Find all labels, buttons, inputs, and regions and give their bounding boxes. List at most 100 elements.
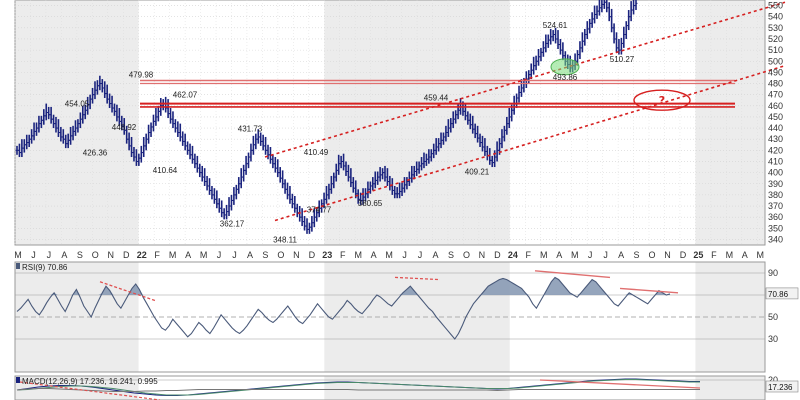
price-annotation: 410.49 — [304, 148, 329, 157]
price-annotation: 362.17 — [220, 220, 245, 229]
x-tick-label: F — [154, 250, 160, 260]
x-tick-label: A — [371, 250, 377, 260]
x-tick-label: M — [571, 250, 579, 260]
macd-legend-swatch — [16, 377, 20, 383]
chart-background — [14, 0, 766, 400]
x-tick-label: J — [588, 250, 593, 260]
rsi-line — [16, 276, 671, 340]
y-tick-label: 400 — [768, 168, 783, 178]
rsi-label: RSI(9) 70.86 — [22, 263, 68, 272]
y-tick-label: 500 — [768, 56, 783, 66]
y-tick-label: 370 — [768, 201, 783, 211]
x-tick-label: S — [77, 250, 83, 260]
x-tick-label: M — [354, 250, 362, 260]
price-annotation: 524.61 — [543, 21, 568, 30]
macd-tick-label: 20 — [768, 375, 778, 385]
y-tick-label: 470 — [768, 90, 783, 100]
price-annotation: 409.21 — [465, 167, 490, 176]
price-annotation: 431.73 — [238, 124, 263, 133]
rsi-overbought-fill — [17, 277, 670, 295]
x-tick-label: D — [680, 250, 687, 260]
x-tick-label: J — [232, 250, 237, 260]
x-tick-label: A — [618, 250, 624, 260]
macd-panel: 20 MACD(12,26,9) 17.236, 16.241, 0.995 17.… — [15, 375, 799, 400]
y-tick-label: 350 — [768, 223, 783, 233]
panel-frame — [14, 375, 766, 400]
y-tick-label: 380 — [768, 190, 783, 200]
x-tick-label: N — [664, 250, 671, 260]
x-tick-label: 22 — [137, 250, 147, 260]
y-tick-label: 490 — [768, 67, 783, 77]
x-tick-label: J — [603, 250, 608, 260]
price-annotation: 462.07 — [173, 90, 198, 99]
y-tick-label: 360 — [768, 212, 783, 222]
x-tick-label: J — [47, 250, 52, 260]
year-band — [695, 0, 765, 245]
x-tick-label: M — [540, 250, 548, 260]
x-tick-label: S — [448, 250, 454, 260]
rsi-divergence-line — [394, 276, 441, 281]
rsi-tick-label: 90 — [768, 268, 778, 278]
price-annotation: 374.77 — [307, 206, 332, 215]
x-tick-label: A — [247, 250, 253, 260]
x-tick-label: J — [217, 250, 222, 260]
panel-frame — [14, 0, 766, 246]
x-tick-label: O — [649, 250, 656, 260]
x-tick-label: A — [61, 250, 67, 260]
x-tick-label: D — [494, 250, 501, 260]
channel-upper-line — [264, 1, 786, 158]
y-tick-label: 460 — [768, 101, 783, 111]
x-tick-label: S — [634, 250, 640, 260]
price-annotation: 348.11 — [273, 235, 297, 244]
x-tick-label: N — [479, 250, 486, 260]
x-tick-label: 25 — [693, 250, 703, 260]
x-tick-label: N — [293, 250, 300, 260]
year-band — [695, 376, 765, 400]
price-annotation: 454.05 — [65, 99, 90, 108]
y-tick-label: 390 — [768, 179, 783, 189]
y-tick-label: 410 — [768, 156, 783, 166]
rsi-divergence-line — [534, 270, 611, 279]
rsi-tick-label: 50 — [768, 312, 778, 322]
x-tick-label: N — [108, 250, 115, 260]
x-tick-label: J — [402, 250, 407, 260]
y-tick-label: 520 — [768, 34, 783, 44]
x-tick-label: M — [385, 250, 393, 260]
macd-divergence-line — [19, 381, 161, 400]
x-tick-label: S — [262, 250, 268, 260]
price-annotation: 510.27 — [610, 55, 635, 64]
price-annotation: 426.36 — [83, 148, 108, 157]
y-tick-label: 440 — [768, 123, 783, 133]
price-annotation: 410.64 — [153, 166, 178, 175]
y-tick-label: 510 — [768, 45, 783, 55]
x-tick-label: M — [14, 250, 22, 260]
price-panel: 479.98 454.05 462.07 448.92 426.36 410.64 431.… — [15, 0, 786, 244]
x-tick-label: A — [742, 250, 748, 260]
x-tick-label: D — [123, 250, 130, 260]
price-annotation: 448.92 — [112, 123, 137, 132]
rsi-divergence-line — [619, 287, 679, 294]
y-tick-label: 450 — [768, 112, 783, 122]
x-tick-label: F — [711, 250, 717, 260]
rsi-value-text: 70.86 — [768, 290, 789, 299]
price-annotation: 459.44 — [424, 93, 449, 102]
x-tick-label: A — [556, 250, 562, 260]
x-tick-label: J — [31, 250, 36, 260]
macd-histogram-line — [16, 388, 700, 392]
x-tick-label: F — [526, 250, 532, 260]
x-tick-label: 23 — [322, 250, 332, 260]
x-tick-label: M — [757, 250, 765, 260]
y-tick-label: 340 — [768, 234, 783, 244]
channel-lower-line — [274, 64, 786, 222]
x-tick-label: M — [169, 250, 177, 260]
y-tick-label: 430 — [768, 134, 783, 144]
macd-value-box — [765, 380, 799, 393]
x-tick-label: F — [340, 250, 346, 260]
chart-axes: 3403503603703803904004104204304404504604… — [14, 1, 783, 260]
x-tick-label: A — [185, 250, 191, 260]
y-tick-label: 480 — [768, 79, 783, 89]
question-ellipse — [633, 89, 691, 111]
